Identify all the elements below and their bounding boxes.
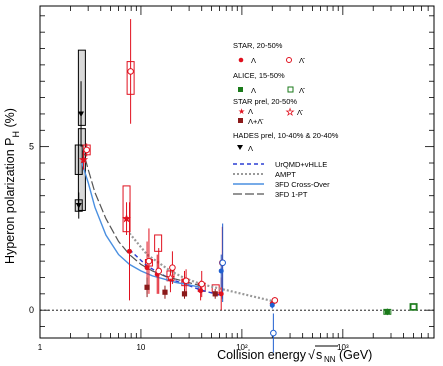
legend-alice-lambda-label: Λ — [251, 86, 256, 95]
y-tick-label: 5 — [29, 142, 34, 152]
data-point — [144, 284, 150, 290]
legend: STAR, 20-50% Λ Λ̄ ALICE, 15-50% Λ Λ̄ STA… — [233, 41, 339, 199]
x-axis-label: Collision energy √ s NN (GeV) — [217, 345, 372, 364]
legend-starprel-title: STAR prel, 20-50% — [233, 97, 297, 106]
y-tick-label: 0 — [29, 305, 34, 315]
data-point — [270, 329, 277, 337]
data-point — [144, 265, 150, 271]
data-point — [384, 309, 390, 315]
plot-layer: 1 10 10² 10³ 0 5 — [29, 5, 435, 353]
data-point — [79, 154, 89, 164]
x-axis-label-nn: NN — [324, 355, 336, 364]
model-curve — [81, 162, 201, 288]
data-point — [127, 68, 134, 75]
legend-alice-antilambda-marker — [287, 86, 294, 93]
legend-starprel-lambda-marker: ★ — [238, 107, 245, 116]
legend-starprel-lambda-label: Λ — [248, 107, 253, 116]
data-point — [155, 267, 163, 275]
legend-star-antilambda-marker — [286, 57, 292, 63]
data-point — [198, 288, 204, 294]
x-tick-label: 1 — [38, 343, 43, 352]
y-axis-label-suffix: (%) — [3, 108, 17, 131]
data-point — [218, 291, 224, 297]
data-point — [410, 303, 417, 311]
legend-starprel-antilambda-label: Λ̄ — [297, 108, 303, 117]
legend-starprel-sum-marker — [238, 118, 243, 123]
x-axis-label-s: s — [316, 348, 322, 362]
legend-alice-lambda-marker — [238, 87, 243, 92]
y-axis-label-sub: H — [11, 131, 21, 138]
data-point — [181, 291, 188, 297]
legend-hades-lambda-marker — [237, 145, 243, 150]
data-point — [126, 248, 132, 254]
model-curve — [81, 146, 201, 287]
x-tick-label: 10 — [136, 343, 145, 352]
data-point — [269, 302, 275, 308]
data-point — [219, 259, 226, 267]
data-point — [78, 111, 85, 117]
legend-star-lambda-marker — [238, 57, 244, 63]
legend-3fd-cross-label: 3FD Cross-Over — [275, 180, 330, 189]
x-tick-label: 10² — [236, 343, 248, 352]
data-point — [212, 291, 218, 297]
legend-star-title: STAR, 20-50% — [233, 41, 283, 50]
x-axis-label-suffix: (GeV) — [339, 348, 372, 362]
y-axis-label: Hyperon polarization PH (%) — [3, 108, 21, 264]
legend-ampt-label: AMPT — [275, 170, 296, 179]
legend-star-lambda-label: Λ — [251, 56, 256, 65]
legend-alice-title: ALICE, 15-50% — [233, 71, 285, 80]
data-point — [162, 289, 168, 295]
y-axis-label-text: Hyperon polarization P — [3, 137, 17, 263]
x-axis-label-sqrt-sign: √ — [308, 348, 315, 362]
model-curve — [129, 249, 222, 297]
systematic-box — [77, 49, 86, 126]
legend-3fd-1pt-label: 3FD 1-PT — [275, 190, 308, 199]
systematic-box — [77, 128, 86, 211]
legend-starprel-sum-label: Λ+Λ̄ — [248, 117, 263, 126]
data-point — [75, 203, 82, 209]
data-point — [271, 297, 279, 304]
systematic-box — [154, 234, 163, 252]
x-tick-label: 10³ — [337, 343, 349, 352]
data-point — [218, 268, 224, 274]
legend-alice-antilambda-label: Λ̄ — [299, 86, 305, 95]
legend-hades-lambda-label: Λ — [248, 144, 253, 153]
legend-starprel-antilambda-marker: ★ — [286, 107, 294, 117]
legend-star-antilambda-label: Λ̄ — [299, 56, 305, 65]
data-point — [198, 280, 206, 288]
legend-urqmd-label: UrQMD+vHLLE — [275, 160, 327, 169]
data-point — [169, 264, 176, 271]
data-point — [122, 213, 132, 223]
data-point — [182, 277, 190, 285]
x-axis-label-prefix: Collision energy — [217, 348, 307, 362]
data-point — [165, 272, 175, 282]
data-point — [145, 257, 153, 265]
data-point — [83, 146, 90, 154]
legend-hades-title: HADES prel, 10-40% & 20-40% — [233, 131, 339, 140]
plot-frame — [39, 5, 435, 339]
